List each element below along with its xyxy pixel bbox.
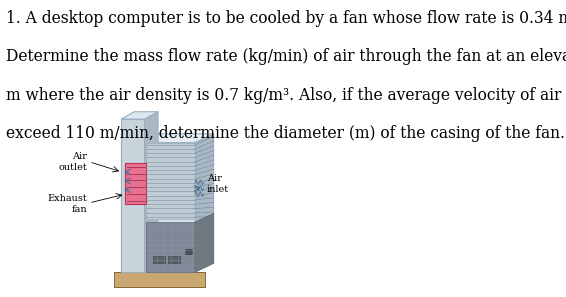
Polygon shape	[195, 213, 213, 272]
Polygon shape	[144, 112, 158, 272]
Bar	[153, 256, 165, 263]
Polygon shape	[195, 134, 213, 219]
Bar	[121, 143, 195, 272]
Bar	[185, 249, 192, 255]
Text: Air
inlet: Air inlet	[207, 174, 229, 194]
Polygon shape	[195, 134, 213, 272]
Polygon shape	[121, 134, 213, 143]
FancyBboxPatch shape	[114, 272, 205, 287]
Bar	[121, 119, 144, 272]
Text: Exhaust
fan: Exhaust fan	[48, 194, 87, 214]
Text: Air
outlet: Air outlet	[58, 152, 87, 172]
Polygon shape	[121, 112, 158, 119]
Bar	[168, 256, 180, 263]
Bar	[146, 143, 195, 219]
Text: Determine the mass flow rate (kg/min) of air through the fan at an elevation of : Determine the mass flow rate (kg/min) of…	[6, 48, 566, 65]
Text: m where the air density is 0.7 kg/m³. Also, if the average velocity of air is no: m where the air density is 0.7 kg/m³. Al…	[6, 87, 566, 104]
Text: exceed 110 m/min, determine the diameter (m) of the casing of the fan.: exceed 110 m/min, determine the diameter…	[6, 125, 565, 142]
Text: 1. A desktop computer is to be cooled by a fan whose flow rate is 0.34 m³/min.: 1. A desktop computer is to be cooled by…	[6, 10, 566, 27]
Bar	[146, 222, 195, 272]
Bar	[126, 163, 146, 204]
